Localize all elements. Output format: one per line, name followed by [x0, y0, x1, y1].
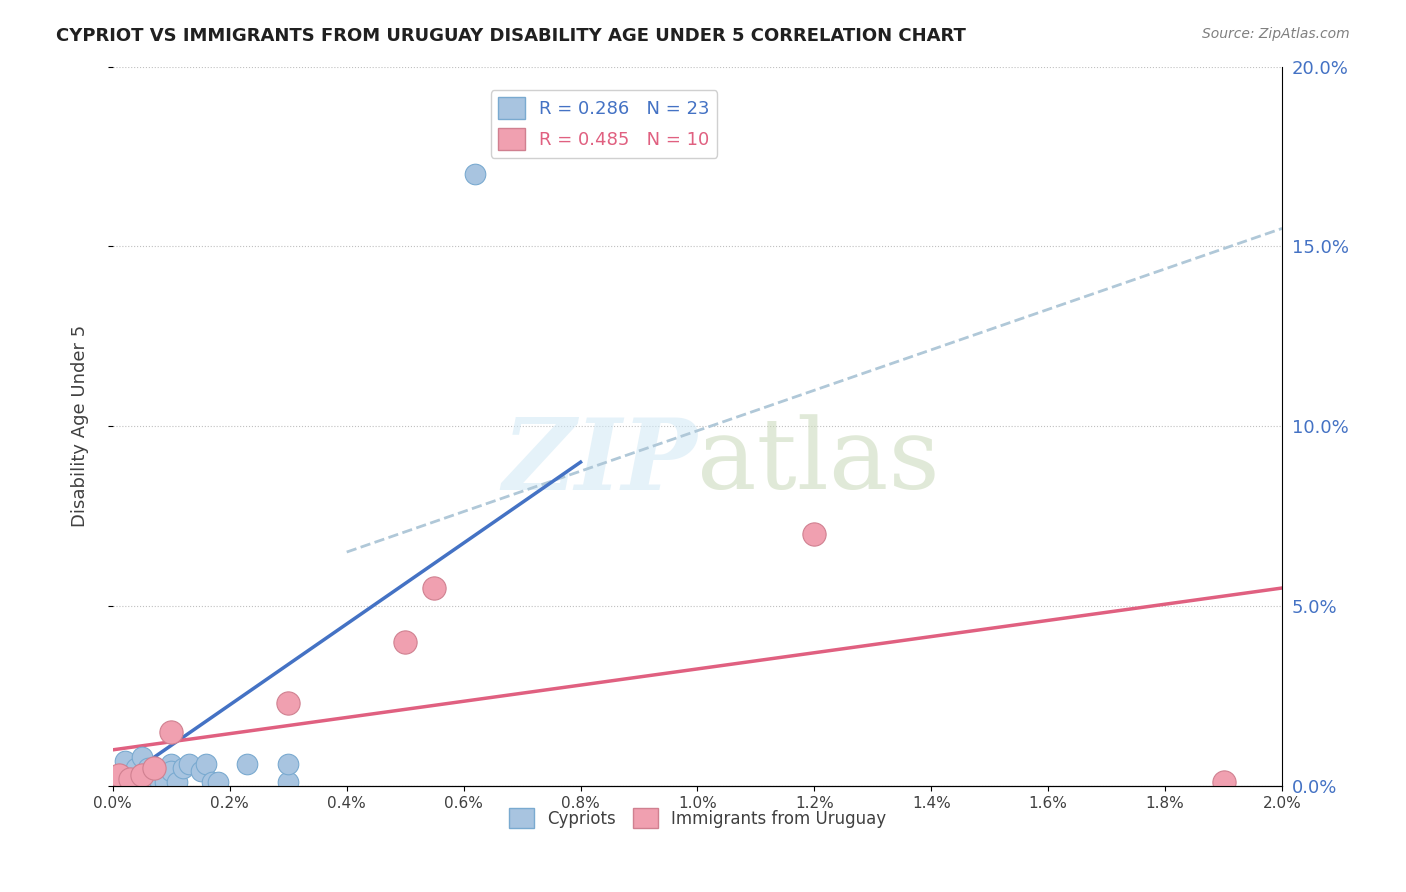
- Point: [464, 168, 486, 182]
- Point: [277, 775, 299, 789]
- Point: [1212, 775, 1234, 789]
- Point: [149, 764, 172, 779]
- Text: atlas: atlas: [697, 414, 941, 510]
- Point: [114, 754, 136, 768]
- Point: [125, 761, 148, 775]
- Y-axis label: Disability Age Under 5: Disability Age Under 5: [72, 325, 89, 527]
- Point: [172, 761, 194, 775]
- Point: [131, 768, 153, 782]
- Point: [107, 768, 129, 782]
- Point: [142, 761, 165, 775]
- Point: [277, 757, 299, 772]
- Text: CYPRIOT VS IMMIGRANTS FROM URUGUAY DISABILITY AGE UNDER 5 CORRELATION CHART: CYPRIOT VS IMMIGRANTS FROM URUGUAY DISAB…: [56, 27, 966, 45]
- Point: [423, 581, 446, 595]
- Point: [201, 775, 224, 789]
- Point: [136, 761, 159, 775]
- Point: [160, 761, 183, 775]
- Point: [166, 775, 188, 789]
- Point: [160, 757, 183, 772]
- Point: [136, 768, 159, 782]
- Point: [236, 757, 259, 772]
- Point: [142, 775, 165, 789]
- Point: [160, 724, 183, 739]
- Text: ZIP: ZIP: [502, 414, 697, 510]
- Point: [160, 764, 183, 779]
- Point: [190, 764, 212, 779]
- Point: [277, 696, 299, 710]
- Point: [131, 750, 153, 764]
- Point: [120, 772, 142, 786]
- Point: [803, 527, 825, 541]
- Point: [394, 635, 416, 649]
- Text: Source: ZipAtlas.com: Source: ZipAtlas.com: [1202, 27, 1350, 41]
- Point: [149, 775, 172, 789]
- Point: [155, 775, 177, 789]
- Point: [177, 757, 200, 772]
- Legend: Cypriots, Immigrants from Uruguay: Cypriots, Immigrants from Uruguay: [502, 801, 893, 835]
- Point: [207, 775, 229, 789]
- Point: [195, 757, 218, 772]
